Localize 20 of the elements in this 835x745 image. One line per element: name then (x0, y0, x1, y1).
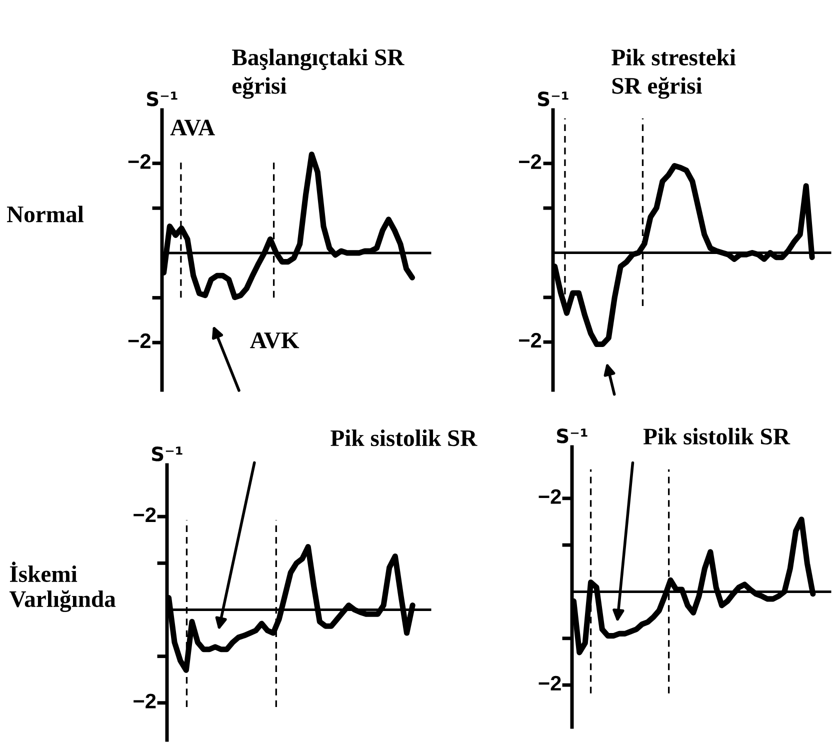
text: AVK (250, 332, 300, 348)
text: −2 (134, 507, 156, 522)
y-axis-title: S⁻¹ (557, 428, 588, 444)
text: −2 (128, 154, 150, 169)
text: −2 (538, 676, 561, 690)
y-axis-title: S⁻¹ (152, 446, 182, 462)
text: −2 (128, 333, 150, 348)
y-axis-title: S⁻¹ (147, 92, 178, 106)
chart-title: Pik stresteki SR eğrisi (612, 48, 736, 99)
text: −2 (519, 154, 542, 169)
y-axis-title: S⁻¹ (538, 92, 568, 106)
text: Pik sistolik SR (643, 428, 790, 445)
chart-title: Başlangıçtaki SR eğrisi (232, 48, 404, 99)
text: Normal (7, 206, 84, 222)
text: İskemi Varlığında (9, 562, 116, 612)
text: AVA (170, 120, 215, 136)
text: −2 (538, 489, 561, 504)
text: −2 (519, 332, 542, 348)
text: −2 (134, 694, 156, 708)
text: Pik sistolik SR (330, 430, 478, 446)
